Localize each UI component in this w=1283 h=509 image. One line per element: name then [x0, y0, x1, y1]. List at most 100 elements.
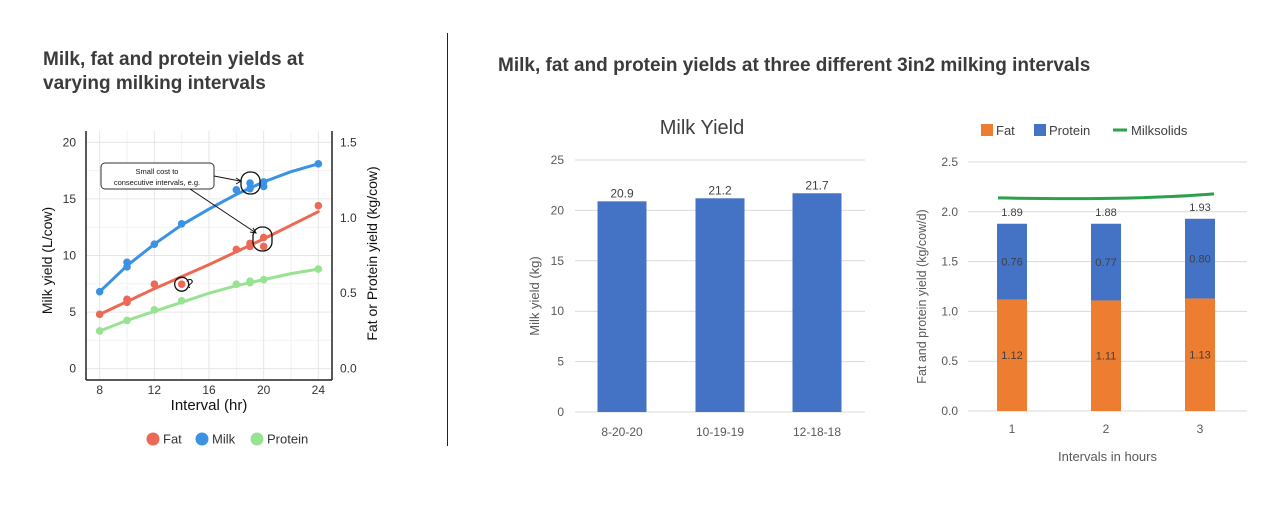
milk-point: [259, 182, 268, 191]
fat-bar-segment: [997, 299, 1027, 411]
protein-legend-label: Protein: [1049, 123, 1090, 138]
x-tick-label: 20: [257, 383, 271, 397]
highlight-ellipse: [240, 171, 261, 195]
y-tick-label: 20: [63, 135, 77, 149]
y2-tick-label: 0.0: [340, 362, 357, 376]
x-tick-label: 8: [96, 383, 103, 397]
fat-point: [150, 280, 159, 288]
milk-yield-bar: [695, 198, 745, 412]
y-tick-label: 25: [551, 153, 565, 167]
bar-value-label: 20.9: [610, 186, 634, 200]
fat-point: [95, 310, 104, 319]
protein-legend-marker: [1034, 124, 1046, 136]
fat-point: [246, 239, 254, 248]
milk-legend-marker: [195, 432, 209, 446]
fat-point: [123, 295, 131, 304]
fat-point: [259, 242, 268, 251]
milk-point: [150, 240, 159, 248]
x-tick-label: 12-18-18: [793, 425, 841, 439]
total-value-label: 1.89: [1001, 207, 1022, 219]
annotation-text-line-1: Small cost to: [136, 167, 179, 176]
scatter-chart: 8 12 16 20 24 0 5 10 15 20 0.0 0.5 1.0 1.5 Interval (h…: [39, 131, 380, 447]
milk-yield-bar-chart: Milk Yield 0 5 10 15 20 25 Milk yield (kg) 20.9 8…: [527, 117, 865, 439]
fat-value-label: 1.13: [1189, 350, 1210, 362]
highlight-ellipse: [252, 226, 273, 252]
left-chart-title-line-1: Milk, fat and protein yields at: [43, 49, 304, 70]
milk-yield-bar: [792, 193, 842, 412]
legend: Fat Milk Protein: [146, 432, 308, 447]
y-axis-label: Milk yield (kg): [527, 256, 542, 335]
protein-point: [314, 265, 323, 273]
total-value-label: 1.88: [1095, 207, 1116, 219]
milk-legend-label: Milk: [212, 432, 236, 447]
y-tick-label: 0: [69, 362, 76, 376]
y-tick-label: 5: [69, 305, 76, 319]
fat-value-label: 1.11: [1096, 351, 1117, 363]
x-axis-label: Intervals in hours: [1058, 449, 1157, 464]
x-tick-label: 2: [1103, 422, 1110, 436]
annotation-text-line-2: consecutive intervals, e.g.: [114, 178, 200, 187]
right-section-title: Milk, fat and protein yields at three di…: [498, 55, 1091, 76]
y-axis-label: Fat and protein yield (kg/cow/d): [915, 209, 929, 383]
y-tick-label: 2.0: [941, 205, 958, 219]
vertical-divider: [447, 33, 448, 446]
fat-legend-marker: [146, 432, 160, 446]
highlight-ellipse: [174, 276, 190, 292]
milk-point: [314, 160, 323, 168]
protein-point: [150, 306, 159, 314]
x-tick-label: 16: [202, 383, 216, 397]
annotation-arrowhead: [249, 227, 257, 234]
y-tick-label: 0.5: [941, 354, 958, 368]
y2-tick-label: 1.0: [340, 211, 357, 225]
fat-bar-segment: [1091, 300, 1121, 411]
y-tick-label: 1.5: [941, 255, 958, 269]
protein-value-label: 0.76: [1001, 257, 1022, 269]
protein-point: [177, 296, 186, 305]
x-tick-label: 12: [148, 383, 162, 397]
fat-value-label: 1.12: [1001, 350, 1022, 362]
protein-point: [232, 280, 241, 288]
annotation-arrow: [189, 188, 257, 234]
x-tick-label: 3: [1197, 422, 1204, 436]
fat-bar-segment: [1185, 298, 1215, 411]
left-chart-title-line-2: varying milking intervals: [43, 73, 266, 94]
bar-value-label: 21.7: [805, 178, 829, 192]
y-tick-label: 15: [63, 192, 77, 206]
y2-tick-label: 0.5: [340, 286, 357, 300]
protein-value-label: 0.77: [1095, 257, 1116, 269]
x-tick-label: 8-20-20: [601, 425, 643, 439]
milk-trend-line: [98, 162, 320, 294]
fat-protein-stacked-chart: 0.0 0.5 1.0 1.5 2.0 2.5 Fat and protein yield …: [915, 123, 1247, 464]
protein-value-label: 0.80: [1189, 254, 1210, 266]
bar-chart-title: Milk Yield: [660, 117, 744, 139]
protein-bar-segment: [997, 223, 1027, 300]
x-tick-label: 24: [312, 383, 326, 397]
milk-point: [232, 186, 241, 194]
y2-tick-label: 1.5: [340, 135, 357, 149]
x-tick-label: 1: [1009, 422, 1016, 436]
milk-point: [123, 258, 131, 267]
protein-point: [259, 275, 268, 284]
legend: Fat Protein Milksolids: [981, 123, 1188, 138]
milk-point: [95, 287, 104, 296]
y-tick-label: 10: [63, 249, 77, 263]
fat-point: [232, 245, 241, 254]
y-tick-label: 5: [557, 355, 564, 369]
milk-point: [246, 179, 254, 187]
milksolids-line: [997, 192, 1215, 201]
y-tick-label: 15: [551, 254, 565, 268]
y2-axis-label: Fat or Protein yield (kg/cow): [364, 166, 380, 340]
protein-bar-segment: [1091, 223, 1121, 301]
milk-point: [246, 184, 254, 193]
milksolids-legend-label: Milksolids: [1131, 123, 1188, 138]
fat-trend-line: [98, 210, 320, 316]
x-axis-label: Interval (hr): [171, 397, 248, 414]
protein-trend-line: [98, 267, 320, 333]
fat-point: [259, 233, 268, 242]
fat-legend-label: Fat: [163, 432, 182, 447]
y-tick-label: 1.0: [941, 304, 958, 318]
milk-yield-bar: [597, 201, 647, 412]
bar-value-label: 21.2: [708, 183, 732, 197]
protein-legend-label: Protein: [267, 432, 308, 447]
